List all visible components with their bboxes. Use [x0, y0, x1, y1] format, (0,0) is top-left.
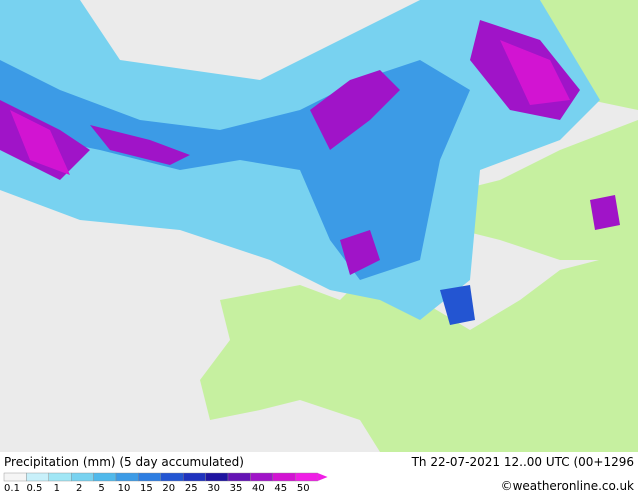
scale-swatch: [205, 472, 229, 482]
scale-swatch: [182, 472, 206, 482]
land-northeast: [540, 0, 638, 110]
scale-label: 1: [54, 483, 60, 494]
scale-label: 0.5: [26, 483, 42, 494]
scale-label: 5: [98, 483, 104, 494]
scale-swatch: [115, 472, 139, 482]
land-south: [200, 250, 638, 452]
scale-label: 10: [118, 483, 131, 494]
scale-label: 35: [230, 483, 243, 494]
scale-swatch: [70, 472, 94, 482]
scale-swatch: [3, 472, 27, 482]
scale-swatch: [26, 472, 49, 482]
scale-swatch: [93, 472, 117, 482]
scale-swatch: [250, 472, 273, 482]
scale-arrow: [317, 473, 328, 481]
scale-label: 20: [162, 483, 175, 494]
precip-max: [10, 40, 570, 175]
scale-label: 40: [252, 483, 265, 494]
precip-spot: [440, 285, 475, 325]
scale-swatch: [295, 472, 318, 482]
scale-swatch: [272, 472, 296, 482]
scale-swatch: [160, 472, 184, 482]
color-scale: 0.1 0.5 1 2 5 10 15 20 25 30 35 40 45 50: [3, 472, 328, 494]
credit: ©weatheronline.co.uk: [501, 479, 634, 493]
legend-title: Precipitation (mm) (5 day accumulated): [4, 455, 244, 469]
scale-label: 25: [185, 483, 198, 494]
precip-peak: [0, 20, 620, 275]
map: [0, 0, 638, 452]
valid-time: Th 22-07-2021 12..00 UTC (00+1296: [411, 455, 634, 469]
scale-swatch: [227, 472, 251, 482]
scale-label: 30: [207, 483, 220, 494]
scale-label: 15: [140, 483, 153, 494]
scale-label: 50: [297, 483, 310, 494]
scale-label: 2: [76, 483, 82, 494]
scale-swatch: [48, 472, 72, 482]
scale-label: 0.1: [4, 483, 20, 494]
scale-swatch: [138, 472, 161, 482]
scale-label: 45: [274, 483, 287, 494]
